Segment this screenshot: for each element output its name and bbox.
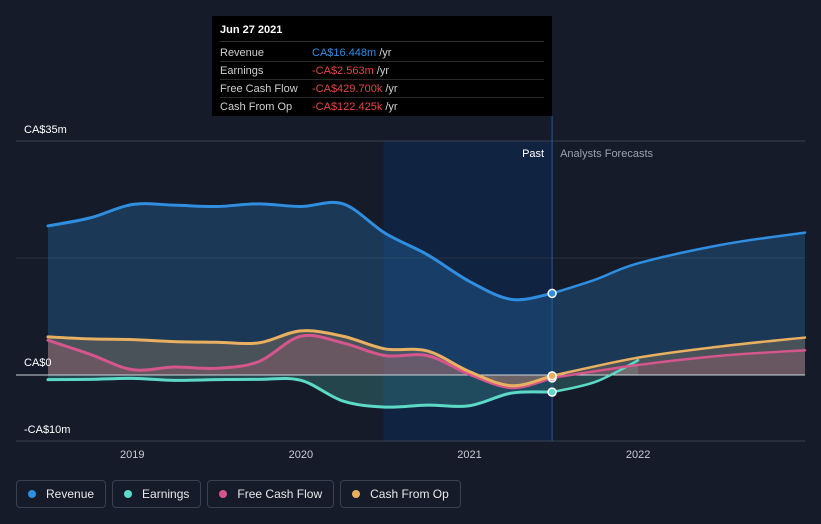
legend-dot-icon xyxy=(352,490,361,498)
tooltip-row-earnings: Earnings -CA$2.563m /yr xyxy=(220,62,544,80)
legend-label: Revenue xyxy=(46,487,95,501)
line-revenue-past xyxy=(46,200,554,302)
line-revenue-forecast xyxy=(550,231,807,295)
legend-label: Cash From Op xyxy=(370,487,449,501)
line-cash-from-op-past xyxy=(46,329,554,388)
tooltip-value: -CA$2.563m xyxy=(312,64,374,77)
tooltip-value: -CA$122.425k xyxy=(312,100,383,113)
tooltip-label: Free Cash Flow xyxy=(220,82,298,95)
y-label-bottom: -CA$10m xyxy=(24,424,70,436)
past-label: Past xyxy=(522,148,544,160)
legend-dot-icon xyxy=(124,490,133,498)
data-tooltip: Jun 27 2021 Revenue CA$16.448m /yr Earni… xyxy=(212,16,552,116)
line-cash-from-op-forecast xyxy=(550,336,807,378)
legend-revenue[interactable]: Revenue xyxy=(16,480,107,508)
tooltip-label: Revenue xyxy=(220,46,265,59)
legend-earnings[interactable]: Earnings xyxy=(112,480,202,508)
y-label-zero: CA$0 xyxy=(24,357,52,369)
legend-label: Earnings xyxy=(142,487,190,501)
line-free-cash-flow-past xyxy=(46,333,554,390)
legend-dot-icon xyxy=(219,490,228,498)
legend-dot-icon xyxy=(28,490,36,498)
tooltip-unit: /yr xyxy=(376,64,389,77)
area-revenue xyxy=(48,202,805,375)
x-tick-2020: 2020 xyxy=(289,449,313,461)
line-free-cash-flow-forecast xyxy=(550,349,807,380)
y-label-top: CA$35m xyxy=(24,124,67,136)
area-earnings xyxy=(48,360,639,408)
tooltip-value: CA$16.448m xyxy=(312,46,377,59)
tooltip-date: Jun 27 2021 xyxy=(220,24,544,42)
line-earnings-past xyxy=(46,376,554,409)
x-tick-2021: 2021 xyxy=(457,449,481,461)
forecast-label: Analysts Forecasts xyxy=(560,148,653,160)
x-tick-2022: 2022 xyxy=(626,449,650,461)
tooltip-row-free-cash-flow: Free Cash Flow -CA$429.700k /yr xyxy=(220,80,544,98)
tooltip-row-revenue: Revenue CA$16.448m /yr xyxy=(220,44,544,62)
tooltip-value: -CA$429.700k xyxy=(312,82,383,95)
marker-earnings xyxy=(547,387,557,397)
marker-revenue xyxy=(547,288,557,299)
marker-cash-from-op xyxy=(547,371,557,381)
tooltip-unit: /yr xyxy=(385,100,398,113)
legend-cash-from-op[interactable]: Cash From Op xyxy=(340,480,461,508)
tooltip-row-cash-from-op: Cash From Op -CA$122.425k /yr xyxy=(220,98,544,115)
chart-legend: Revenue Earnings Free Cash Flow Cash Fro… xyxy=(16,480,461,508)
financial-chart: Past Analysts Forecasts CA$35m CA$0 -CA$10m 2… xyxy=(16,116,807,461)
tooltip-label: Earnings xyxy=(220,64,264,77)
legend-free-cash-flow[interactable]: Free Cash Flow xyxy=(207,480,335,508)
tooltip-label: Cash From Op xyxy=(220,100,293,113)
legend-label: Free Cash Flow xyxy=(237,487,323,501)
tooltip-unit: /yr xyxy=(385,82,398,95)
x-tick-2019: 2019 xyxy=(120,449,144,461)
tooltip-unit: /yr xyxy=(379,46,392,59)
